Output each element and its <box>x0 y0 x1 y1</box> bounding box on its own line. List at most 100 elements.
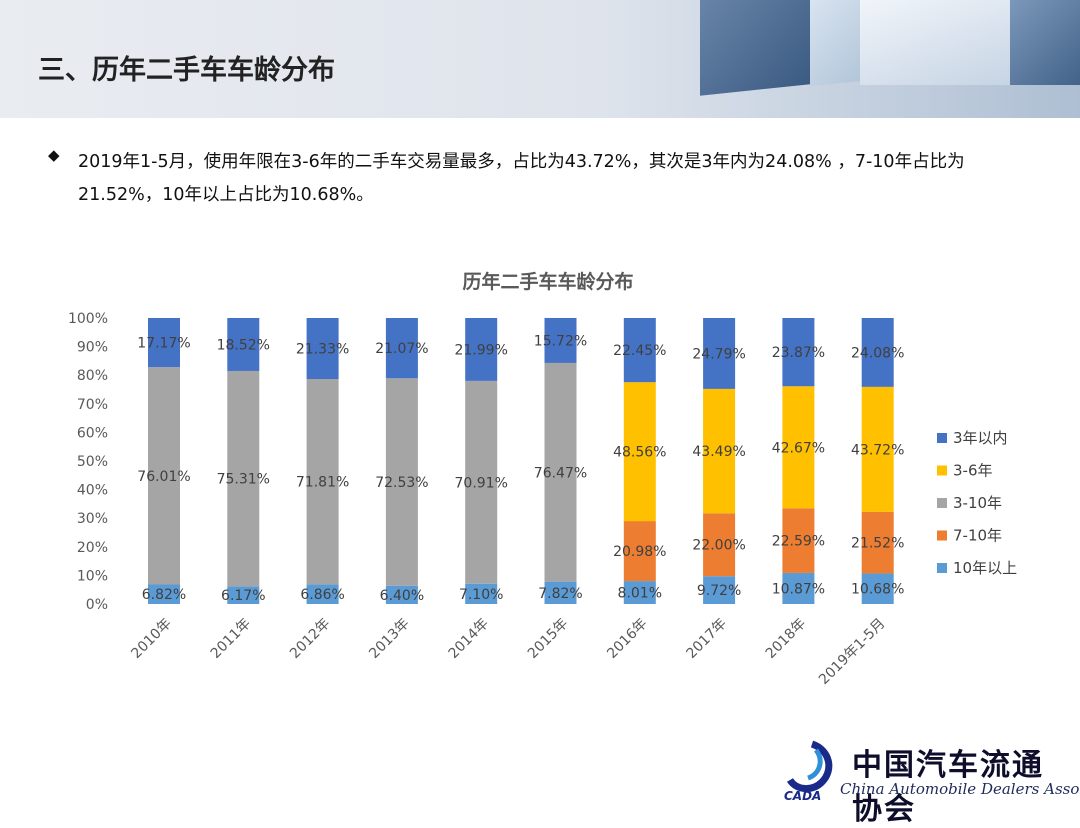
legend-label: 3年以内 <box>953 429 1008 447</box>
bar-segment <box>782 508 815 573</box>
data-label: 21.52% <box>851 536 904 552</box>
x-tick-label: 2018年 <box>763 616 809 662</box>
bar-segment <box>306 318 339 380</box>
bar-segment <box>782 386 815 509</box>
bar-segment <box>544 581 577 604</box>
legend-label: 10年以上 <box>953 559 1017 577</box>
data-label: 42.67% <box>772 440 825 456</box>
bar-segment <box>544 362 577 582</box>
x-tick-label: 2017年 <box>684 616 730 662</box>
header-banner: 三、历年二手车车龄分布 <box>0 0 1080 118</box>
data-label: 22.59% <box>772 534 825 550</box>
bar-segment <box>148 367 180 585</box>
data-label: 6.82% <box>142 587 186 603</box>
data-label: 43.72% <box>851 442 904 458</box>
data-label: 6.17% <box>221 588 265 604</box>
bar-segment <box>148 584 180 604</box>
bar-segment <box>544 317 577 363</box>
y-tick-label: 30% <box>77 511 108 527</box>
x-tick-label: 2010年 <box>128 616 174 662</box>
legend-swatch <box>937 530 947 541</box>
data-label: 17.17% <box>137 336 190 352</box>
x-tick-label: 2015年 <box>525 616 571 662</box>
bar-segment <box>703 388 736 514</box>
logo-english-name: China Automobile Dealers Association <box>840 780 1080 798</box>
data-label: 72.53% <box>375 475 428 491</box>
data-label: 76.47% <box>534 465 587 481</box>
data-label: 22.00% <box>692 538 745 554</box>
data-label: 21.07% <box>375 341 428 357</box>
page-title: 三、历年二手车车龄分布 <box>38 55 335 86</box>
data-label: 15.72% <box>534 333 587 349</box>
legend-label: 3-10年 <box>953 494 1002 512</box>
y-tick-label: 20% <box>77 540 108 556</box>
bar-segment <box>861 386 894 512</box>
bar-segment <box>465 583 498 604</box>
x-tick-label: 2014年 <box>446 616 492 662</box>
data-label: 75.31% <box>217 472 270 488</box>
x-tick-label: 2012年 <box>287 616 333 662</box>
bar-segment <box>623 318 656 383</box>
x-tick-label: 2013年 <box>366 616 412 662</box>
bar-segment <box>623 521 656 582</box>
bar-segment <box>703 318 736 389</box>
data-label: 10.68% <box>851 582 904 598</box>
bar-segment <box>782 318 815 387</box>
y-tick-label: 100% <box>68 311 108 327</box>
logo-mark-text: CADA <box>784 789 821 802</box>
data-label: 24.79% <box>692 346 745 362</box>
bar-segment <box>385 318 418 379</box>
cada-logo-mark: CADA <box>784 740 833 802</box>
bar-segment <box>861 318 894 387</box>
bar-segment <box>385 378 418 586</box>
bar-segment <box>782 572 815 604</box>
data-label: 71.81% <box>296 475 349 491</box>
cada-logo: CADA 中国汽车流通协会 China Automobile Dealers A… <box>782 738 1080 827</box>
bar-segment <box>861 511 894 574</box>
bar-segment <box>227 586 260 604</box>
bar-segment <box>465 380 498 584</box>
data-label: 23.87% <box>772 345 825 361</box>
bar-segment <box>703 576 736 604</box>
data-label: 48.56% <box>613 445 666 461</box>
bar-segment <box>227 318 260 371</box>
y-tick-label: 70% <box>77 397 108 413</box>
bar-segment <box>623 581 656 604</box>
bar-segment <box>623 382 656 522</box>
bar-segment <box>227 370 260 587</box>
data-label: 18.52% <box>217 337 270 353</box>
data-label: 21.99% <box>455 342 508 358</box>
bar-segment <box>703 513 736 577</box>
data-label: 9.72% <box>697 583 741 599</box>
y-tick-label: 90% <box>77 340 108 356</box>
bar-segment <box>306 584 339 604</box>
data-label: 10.87% <box>772 581 825 597</box>
stacked-bar-chart: 历年二手车车龄分布 0% 10% 20% 30% 40% 50% 60% 70% 80% 90% 10… <box>68 270 1017 688</box>
data-label: 6.40% <box>380 588 424 604</box>
data-label: 24.08% <box>851 345 904 361</box>
summary-text: 2019年1-5月，使用年限在3-6年的二手车交易量最多，占比为43.72%，其… <box>78 152 965 205</box>
data-label: 8.01% <box>618 586 662 602</box>
legend-label: 7-10年 <box>953 527 1002 545</box>
legend-swatch <box>937 563 947 573</box>
data-label: 7.82% <box>538 586 582 602</box>
bar-segment <box>148 318 180 368</box>
bar-segment <box>306 379 339 585</box>
data-label: 20.98% <box>613 544 666 560</box>
data-label: 43.49% <box>692 444 745 460</box>
decorative-cube <box>860 0 1010 85</box>
y-tick-label: 10% <box>77 568 108 584</box>
bar-segment <box>861 573 894 604</box>
y-tick-label: 50% <box>77 454 108 470</box>
y-tick-label: 60% <box>77 425 108 441</box>
bar-segment <box>465 318 498 381</box>
x-tick-label: 2019年1-5月 <box>816 616 888 688</box>
y-tick-label: 80% <box>77 368 108 384</box>
y-tick-label: 40% <box>77 483 108 499</box>
data-label: 6.86% <box>300 587 344 603</box>
data-label: 7.10% <box>459 587 503 603</box>
x-tick-label: 2016年 <box>604 616 650 662</box>
legend-swatch <box>937 433 947 443</box>
chart-title: 历年二手车车龄分布 <box>462 270 633 293</box>
data-label: 21.33% <box>296 342 349 358</box>
